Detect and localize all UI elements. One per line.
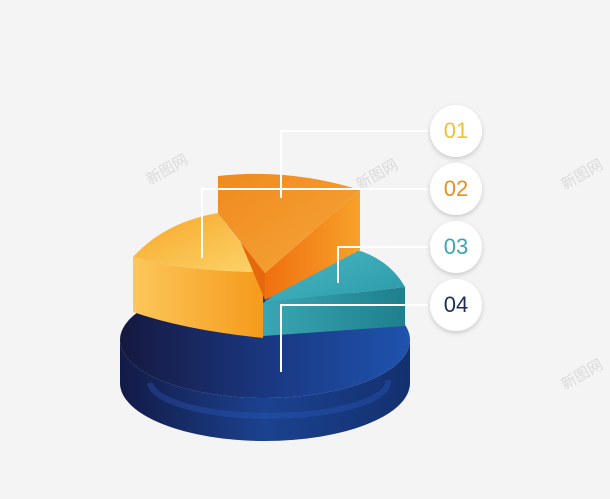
legend-item-03: 03 — [430, 221, 482, 273]
legend-item-04: 04 — [430, 279, 482, 331]
slice-04-side — [120, 340, 410, 441]
legend-label: 03 — [444, 234, 468, 259]
legend-circle — [430, 221, 482, 273]
slice-03-side-front — [263, 287, 405, 336]
watermark-text: 新图网 — [558, 155, 606, 193]
legend-item-01: 01 — [430, 105, 482, 157]
slice-01-top — [218, 173, 360, 273]
slice-03-top — [263, 246, 405, 303]
slice-02-top — [133, 213, 263, 272]
legend-label: 02 — [444, 176, 468, 201]
leader-line-03 — [337, 246, 428, 283]
leader-lines — [201, 130, 428, 372]
watermark-text: 新图网 — [558, 355, 606, 393]
slice-04-top-highlight — [147, 379, 392, 419]
legend: 01 02 03 04 — [430, 105, 482, 331]
slice-02 — [133, 213, 263, 338]
watermark-text: 新图网 — [143, 150, 191, 188]
legend-label: 04 — [444, 292, 468, 317]
slice-03 — [263, 246, 405, 336]
slice-02-side — [133, 257, 263, 338]
slice-01-side-right — [265, 190, 360, 300]
legend-label: 01 — [444, 118, 468, 143]
watermark-text: 新图网 — [353, 155, 401, 193]
slice-01 — [218, 173, 360, 300]
legend-circle — [430, 105, 482, 157]
legend-circle — [430, 279, 482, 331]
leader-line-04 — [280, 304, 428, 372]
leader-line-02 — [201, 188, 428, 258]
leader-line-01 — [280, 130, 428, 198]
legend-circle — [430, 163, 482, 215]
legend-item-02: 02 — [430, 163, 482, 215]
